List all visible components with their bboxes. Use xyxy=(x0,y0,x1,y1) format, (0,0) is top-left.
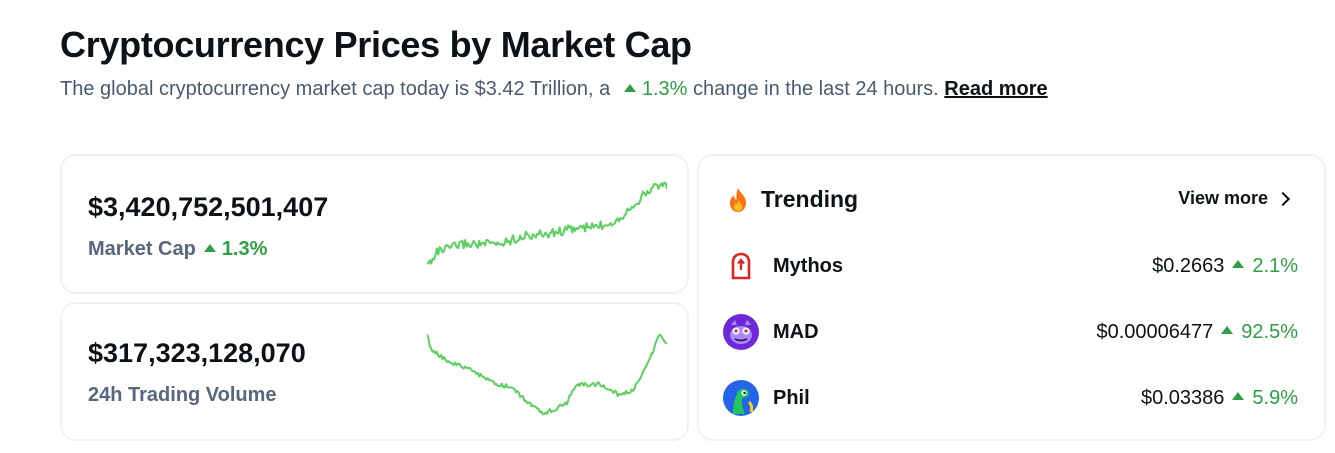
trending-coin-price: $0.2663 xyxy=(1152,254,1225,277)
trending-coin-change: 5.9% xyxy=(1252,386,1298,409)
trending-card: Trending View more Mythos $0.2663 2.1% xyxy=(697,154,1326,441)
phil-coin-icon xyxy=(723,380,759,416)
trending-coin-price: $0.03386 xyxy=(1140,386,1225,409)
trading-volume-sparkline xyxy=(427,333,667,416)
page-subtitle: The global cryptocurrency market cap tod… xyxy=(60,78,1048,101)
fire-icon xyxy=(730,187,746,212)
trending-row-mad[interactable]: MAD $0.00006477 92.5% xyxy=(723,314,1298,350)
trending-coin-name: MAD xyxy=(773,320,819,343)
trending-coin-name: Phil xyxy=(773,386,810,409)
market-cap-value: $3,420,752,501,407 xyxy=(88,192,329,222)
caret-up-icon xyxy=(623,83,636,92)
market-cap-sparkline-line xyxy=(427,181,667,265)
read-more-link[interactable]: Read more xyxy=(944,78,1048,100)
market-cap-label-row: Market Cap 1.3% xyxy=(88,238,267,261)
trading-volume-value: $317,323,128,070 xyxy=(88,338,306,368)
subtitle-suffix: change in the last 24 hours. xyxy=(692,78,939,100)
mythos-coin-icon xyxy=(723,248,759,284)
trading-volume-sparkline-line xyxy=(427,333,667,416)
page-title: Cryptocurrency Prices by Market Cap xyxy=(60,24,692,65)
trading-volume-card[interactable]: $317,323,128,070 24h Trading Volume xyxy=(60,302,689,441)
market-cap-change: 1.3% xyxy=(221,238,268,260)
trending-row-mythos[interactable]: Mythos $0.2663 2.1% xyxy=(723,248,1298,284)
trending-coin-price: $0.00006477 xyxy=(1096,320,1214,343)
mad-coin-icon xyxy=(723,314,759,350)
market-cap-card[interactable]: $3,420,752,501,407 Market Cap 1.3% xyxy=(60,154,689,294)
trading-volume-label: 24h Trading Volume xyxy=(88,384,277,406)
caret-up-icon xyxy=(1221,326,1234,334)
trending-coin-change: 92.5% xyxy=(1241,320,1298,343)
view-more-label: View more xyxy=(1178,188,1268,208)
chevron-right-icon xyxy=(1275,191,1291,206)
caret-up-icon xyxy=(1232,260,1245,268)
subtitle-prefix: The global cryptocurrency market cap tod… xyxy=(60,78,611,100)
subtitle-change: 1.3% xyxy=(641,78,688,100)
trending-coin-change: 2.1% xyxy=(1252,254,1298,277)
trending-row-phil[interactable]: Phil $0.03386 5.9% xyxy=(723,380,1298,416)
caret-up-icon xyxy=(203,243,216,252)
market-cap-label: Market Cap xyxy=(88,238,196,260)
market-cap-sparkline xyxy=(427,181,667,265)
trending-header: Trending xyxy=(727,186,858,213)
view-more-link[interactable]: View more xyxy=(1178,188,1291,209)
caret-up-icon xyxy=(1232,392,1245,400)
trending-title: Trending xyxy=(761,186,859,212)
trending-coin-name: Mythos xyxy=(773,254,843,277)
